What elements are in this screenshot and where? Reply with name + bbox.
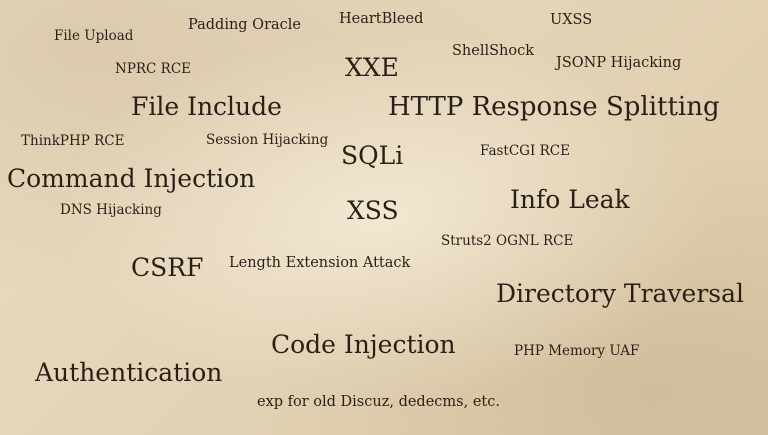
term-command-injection: Command Injection <box>7 164 256 193</box>
term-http-response-splitting: HTTP Response Splitting <box>388 92 720 122</box>
term-session-hijacking: Session Hijacking <box>206 132 329 148</box>
term-shellshock: ShellShock <box>452 43 535 59</box>
term-padding-oracle: Padding Oracle <box>188 17 301 33</box>
term-jsonp-hijacking: JSONP Hijacking <box>556 55 682 71</box>
term-exp-old-cms: exp for old Discuz, dedecms, etc. <box>257 394 500 410</box>
term-code-injection: Code Injection <box>271 330 456 359</box>
term-authentication: Authentication <box>35 358 223 387</box>
term-info-leak: Info Leak <box>510 185 630 214</box>
term-file-upload: File Upload <box>54 28 134 44</box>
term-directory-traversal: Directory Traversal <box>496 279 745 308</box>
term-dns-hijacking: DNS Hijacking <box>60 202 162 218</box>
term-sqli: SQLi <box>341 141 404 170</box>
term-uxss: UXSS <box>550 12 593 28</box>
term-csrf: CSRF <box>131 253 204 282</box>
term-xss: XSS <box>347 196 399 225</box>
term-struts2-ognl-rce: Struts2 OGNL RCE <box>441 233 574 249</box>
term-php-memory-uaf: PHP Memory UAF <box>514 343 640 359</box>
term-nprc-rce: NPRC RCE <box>115 61 192 77</box>
term-fastcgi-rce: FastCGI RCE <box>480 143 570 159</box>
term-heartbleed: HeartBleed <box>339 11 424 27</box>
term-length-extension-attack: Length Extension Attack <box>229 255 411 271</box>
term-xxe: XXE <box>345 53 399 82</box>
term-thinkphp-rce: ThinkPHP RCE <box>21 133 125 149</box>
term-file-include: File Include <box>131 92 282 121</box>
